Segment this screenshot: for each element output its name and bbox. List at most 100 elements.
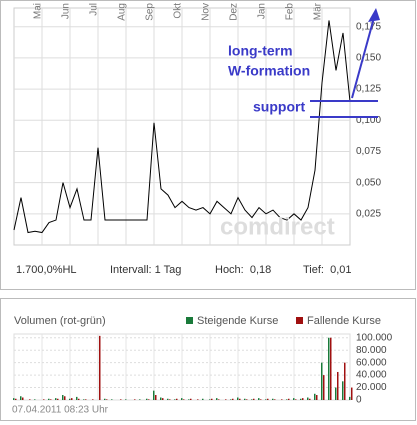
volume-bar xyxy=(29,399,31,400)
watermark: comdirect xyxy=(220,213,335,240)
volume-bar xyxy=(323,375,325,400)
volume-bar xyxy=(288,398,290,400)
volume-bar xyxy=(314,393,316,400)
volume-bar xyxy=(307,397,309,400)
stat: 1.700,0%HL xyxy=(16,264,77,276)
annotation: long-term xyxy=(228,43,293,59)
volume-bar xyxy=(216,398,218,400)
volume-bar xyxy=(321,362,323,400)
volume-bar xyxy=(251,399,253,400)
volume-bar xyxy=(225,399,227,400)
volume-bar xyxy=(309,398,311,400)
y-tick-label: 0 xyxy=(356,395,362,406)
volume-bar xyxy=(50,399,52,400)
volume-bar xyxy=(15,398,17,400)
volume-bar xyxy=(267,398,269,400)
stat: Intervall: 1 Tag xyxy=(110,264,181,276)
volume-bar xyxy=(148,399,150,400)
volume-bar xyxy=(43,399,45,400)
y-tick-label: 0,025 xyxy=(356,208,381,219)
volume-bar xyxy=(104,398,106,400)
legend-swatch xyxy=(186,317,193,324)
x-tick-label: Jan xyxy=(257,3,268,19)
price-panel xyxy=(0,0,416,290)
volume-bar xyxy=(253,398,255,400)
volume-bar xyxy=(239,398,241,400)
volume-bar xyxy=(190,398,192,400)
legend-swatch xyxy=(296,317,303,324)
volume-bar xyxy=(57,398,59,400)
volume-bar xyxy=(139,399,141,400)
volume-bar xyxy=(265,399,267,400)
volume-bar xyxy=(134,399,136,400)
volume-bar xyxy=(120,399,122,400)
volume-bar xyxy=(197,399,199,400)
volume-bar xyxy=(167,398,169,400)
volume-bar xyxy=(64,396,66,400)
arrow xyxy=(351,13,376,99)
volume-bar xyxy=(125,399,127,400)
volume-bar xyxy=(209,399,211,400)
volume-bar xyxy=(342,381,344,400)
y-tick-label: 100.000 xyxy=(356,332,393,343)
volume-bar xyxy=(183,399,185,400)
x-tick-label: Mär xyxy=(313,2,324,20)
volume-bar xyxy=(160,397,162,400)
volume-bar xyxy=(211,398,213,400)
x-tick-label: Sep xyxy=(145,3,156,21)
volume-bar xyxy=(69,398,71,400)
volume-bar xyxy=(274,399,276,400)
y-tick-label: 0,100 xyxy=(356,115,381,126)
x-tick-label: Nov xyxy=(201,3,212,21)
volume-bar xyxy=(78,398,80,400)
y-tick-label: 40.000 xyxy=(356,370,387,381)
volume-bar xyxy=(272,398,274,400)
x-tick-label: Jul xyxy=(89,3,100,16)
volume-bar xyxy=(302,398,304,400)
x-tick-label: Dez xyxy=(229,3,240,21)
stat: Hoch: 0,18 xyxy=(215,264,271,276)
volume-bar xyxy=(337,371,339,400)
volume-bar xyxy=(106,399,108,400)
volume-bar xyxy=(111,399,113,400)
annotation: W-formation xyxy=(228,63,310,79)
volume-bar xyxy=(300,398,302,400)
volume-bar xyxy=(188,399,190,400)
volume-bar xyxy=(48,398,50,400)
volume-bar xyxy=(71,398,73,400)
volume-bar xyxy=(174,399,176,400)
volume-bar xyxy=(22,397,24,400)
x-tick-label: Mai xyxy=(33,3,44,19)
x-tick-label: Feb xyxy=(285,3,296,21)
volume-bar xyxy=(92,399,94,400)
y-tick-label: 20.000 xyxy=(356,382,387,393)
volume-bar xyxy=(349,396,351,400)
volume-bar xyxy=(218,399,220,400)
timestamp: 07.04.2011 08:23 Uhr xyxy=(12,405,109,416)
volume-bar xyxy=(85,399,87,400)
volume-bar xyxy=(237,397,239,400)
volume-bar xyxy=(295,399,297,400)
x-tick-label: Jun xyxy=(61,3,72,19)
volume-bar xyxy=(62,395,64,400)
y-tick-label: 0,075 xyxy=(356,146,381,157)
y-tick-label: 0,125 xyxy=(356,84,381,95)
volume-bar xyxy=(13,398,15,400)
volume-bar xyxy=(34,399,36,400)
x-tick-label: Okt xyxy=(173,3,184,19)
annotation: support xyxy=(253,99,305,115)
volume-bar xyxy=(162,398,164,400)
volume-bar xyxy=(293,398,295,400)
volume-bar xyxy=(260,399,262,400)
volume-bar xyxy=(246,399,248,400)
volume-bar xyxy=(230,399,232,400)
y-tick-label: 0,150 xyxy=(356,53,381,64)
volume-title: Volumen (rot-grün) xyxy=(14,315,106,327)
volume-bar xyxy=(20,396,22,400)
y-tick-label: 0,050 xyxy=(356,177,381,188)
volume-bar xyxy=(351,387,353,400)
volume-bar xyxy=(316,395,318,400)
legend-label: Fallende Kurse xyxy=(307,315,381,327)
volume-bar xyxy=(146,398,148,400)
